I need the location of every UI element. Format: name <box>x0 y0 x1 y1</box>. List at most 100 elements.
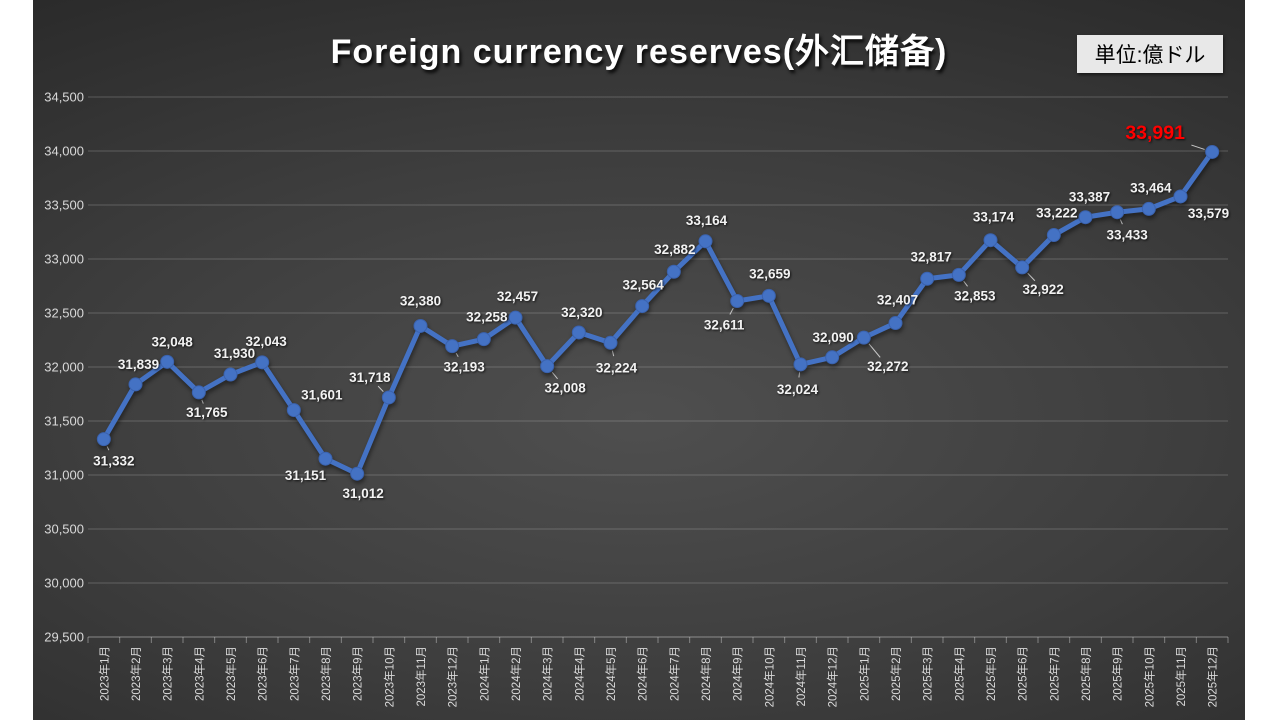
data-point-marker <box>920 271 935 286</box>
data-label: 31,930 <box>214 346 255 361</box>
data-label: 32,564 <box>623 278 665 293</box>
x-axis-tick-label: 2023年8月 <box>319 646 333 701</box>
data-label: 33,433 <box>1107 228 1149 243</box>
x-axis-tick-label: 2023年6月 <box>256 646 270 701</box>
leader-lines-group <box>106 144 1205 451</box>
data-label: 32,817 <box>911 249 952 264</box>
data-point-marker <box>856 330 871 345</box>
data-label: 32,659 <box>749 266 790 281</box>
data-label-highlight: 33,991 <box>1125 122 1185 144</box>
x-axis-tick-label: 2024年5月 <box>604 646 618 701</box>
x-axis-tick-label: 2025年3月 <box>921 646 935 701</box>
data-label: 32,090 <box>813 330 854 345</box>
data-label: 32,224 <box>596 360 638 375</box>
data-point-marker <box>571 325 586 340</box>
x-axis-tick-label: 2024年1月 <box>477 646 491 701</box>
x-axis-tick-label: 2025年6月 <box>1016 646 1030 701</box>
data-point-marker <box>413 318 428 333</box>
y-axis-tick-label: 32,000 <box>44 360 84 375</box>
data-label: 32,457 <box>497 289 538 304</box>
y-axis-tick-label: 31,500 <box>44 414 84 429</box>
data-point-marker <box>793 357 808 372</box>
data-label-leader-line <box>963 280 968 287</box>
data-point-marker <box>445 339 460 354</box>
x-axis-tick-label: 2023年7月 <box>287 646 301 701</box>
y-axis-tick-label: 33,000 <box>44 252 84 267</box>
data-label-leader-line <box>1119 219 1123 225</box>
data-label: 31,718 <box>349 370 391 385</box>
x-axis-tick-label: 2023年1月 <box>97 646 111 701</box>
data-label: 32,407 <box>877 293 918 308</box>
data-label-leader-line <box>1027 272 1036 282</box>
data-point-marker <box>730 294 745 309</box>
data-point-marker <box>888 316 903 331</box>
data-label: 31,839 <box>118 357 159 372</box>
x-axis-tick-label: 2023年3月 <box>161 646 175 701</box>
x-axis-tick-label: 2023年4月 <box>192 646 206 701</box>
series-group <box>96 144 1220 481</box>
data-label: 32,853 <box>954 288 996 303</box>
x-axis-tick-label: 2024年7月 <box>667 646 681 701</box>
x-axis-tick-label: 2025年7月 <box>1047 646 1061 701</box>
data-label-leader-line <box>377 385 384 393</box>
data-label-leader-line <box>868 343 881 358</box>
x-axis-tick-label: 2023年10月 <box>382 646 396 707</box>
data-point-marker <box>951 267 966 282</box>
y-axis-tick-label: 34,500 <box>44 90 84 105</box>
data-label: 33,387 <box>1069 190 1110 205</box>
data-point-marker <box>761 288 776 303</box>
data-label: 33,164 <box>686 213 728 228</box>
x-axis-tick-label: 2024年10月 <box>762 646 776 707</box>
data-label-leader-line <box>201 399 204 404</box>
data-label-leader-line <box>106 446 110 451</box>
y-axis-tick-label: 29,500 <box>44 630 84 645</box>
data-point-marker <box>1141 201 1156 216</box>
data-point-marker <box>508 310 523 325</box>
data-point-marker <box>286 403 301 418</box>
data-point-marker <box>1110 205 1125 220</box>
x-axis-tick-label: 2025年9月 <box>1111 646 1125 701</box>
data-label: 31,765 <box>186 405 228 420</box>
data-point-marker <box>255 355 270 370</box>
data-label: 32,193 <box>444 360 486 375</box>
data-label: 33,174 <box>973 210 1015 225</box>
data-label: 32,922 <box>1023 282 1064 297</box>
data-label: 32,024 <box>777 382 819 397</box>
data-label-leader-line <box>798 372 801 378</box>
x-axis-tick-label: 2025年4月 <box>952 646 966 701</box>
x-axis-tick-label: 2024年6月 <box>636 646 650 701</box>
y-axis-tick-label: 33,500 <box>44 198 84 213</box>
x-axis-tick-label: 2024年3月 <box>541 646 555 701</box>
x-axis-tick-label: 2024年4月 <box>572 646 586 701</box>
data-point-marker <box>223 367 238 382</box>
data-point-marker <box>698 234 713 249</box>
data-label: 31,601 <box>301 388 343 403</box>
data-label: 32,320 <box>561 305 602 320</box>
data-point-marker <box>1015 260 1030 275</box>
data-label: 32,008 <box>545 381 587 396</box>
unit-badge: 単位:億ドル <box>1077 35 1223 73</box>
data-point-marker <box>983 233 998 248</box>
data-point-marker <box>350 466 365 481</box>
data-label: 32,043 <box>246 334 288 349</box>
x-axis-tick-label: 2025年5月 <box>984 646 998 701</box>
x-axis-tick-label: 2023年5月 <box>224 646 238 701</box>
chart-background <box>33 0 1245 720</box>
x-axis-tick-label: 2025年8月 <box>1079 646 1093 701</box>
y-axis-tick-label: 30,000 <box>44 576 84 591</box>
data-point-marker <box>191 385 206 400</box>
data-label: 32,611 <box>704 318 745 333</box>
data-point-marker <box>1173 189 1188 204</box>
x-axis-tick-label: 2025年12月 <box>1206 646 1220 707</box>
data-label: 31,332 <box>93 454 134 469</box>
x-axis-tick-label: 2024年2月 <box>509 646 523 701</box>
data-point-marker <box>128 377 143 392</box>
x-axis-tick-label: 2025年2月 <box>889 646 903 701</box>
data-label: 32,272 <box>867 359 908 374</box>
x-axis-tick-label: 2025年10月 <box>1142 646 1156 707</box>
y-axis-tick-label: 34,000 <box>44 144 84 159</box>
x-axis-tick-label: 2024年9月 <box>731 646 745 701</box>
x-axis-tick-label: 2023年2月 <box>129 646 143 701</box>
